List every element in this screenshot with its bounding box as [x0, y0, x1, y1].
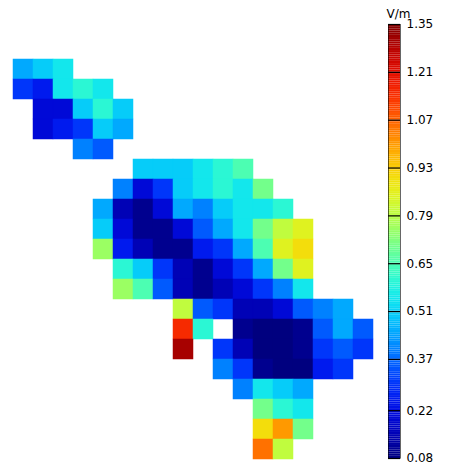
svg-text:0.08: 0.08: [407, 451, 434, 465]
svg-text:0.93: 0.93: [407, 161, 434, 175]
svg-text:0.79: 0.79: [407, 209, 434, 223]
svg-text:0.51: 0.51: [407, 304, 434, 318]
svg-text:0.22: 0.22: [407, 403, 434, 417]
svg-text:1.21: 1.21: [407, 65, 434, 79]
svg-text:1.35: 1.35: [407, 17, 434, 31]
svg-text:0.37: 0.37: [407, 352, 434, 366]
svg-text:0.65: 0.65: [407, 257, 434, 271]
svg-text:1.07: 1.07: [407, 113, 434, 127]
svg-text:V/m: V/m: [387, 7, 411, 21]
